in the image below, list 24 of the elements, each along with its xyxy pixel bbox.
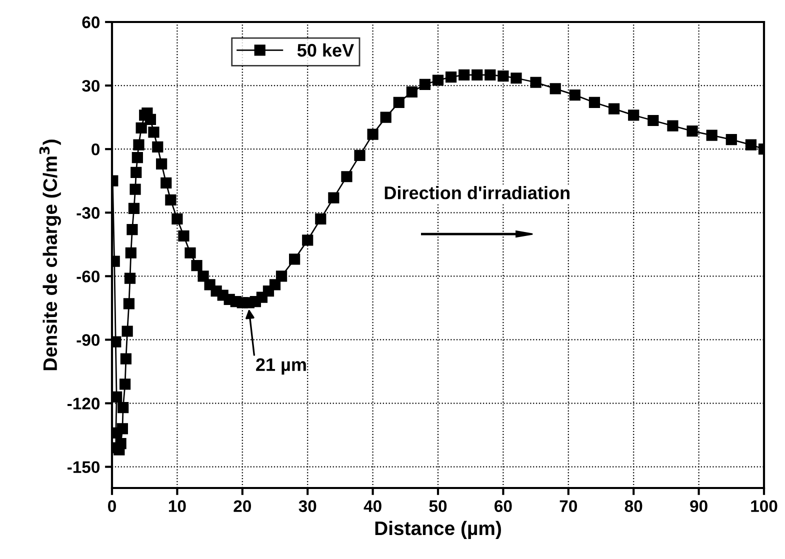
y-tick-label: -120 <box>67 398 100 410</box>
annotation: Direction d'irradiation <box>384 186 570 200</box>
x-tick-label: 70 <box>560 500 577 512</box>
y-tick-label: -150 <box>67 461 100 474</box>
x-tick-label: 0 <box>108 500 116 512</box>
y-tick-label: 0 <box>92 143 100 156</box>
x-tick-label: 80 <box>624 500 642 512</box>
legend-label: 50 keV <box>297 43 354 57</box>
annotation: 21 µm <box>256 358 306 375</box>
y-tick-label: -30 <box>76 207 100 219</box>
x-tick-label: 10 <box>168 500 186 512</box>
y-tick-label: -60 <box>76 270 100 282</box>
y-axis-title: Densite de charge (C/m$^{3}$) <box>39 140 61 370</box>
y-tick-label: 30 <box>82 80 100 92</box>
y-tick-label: -90 <box>76 334 100 346</box>
x-tick-label: 20 <box>234 500 251 512</box>
x-tick-label: 30 <box>298 500 316 512</box>
y-tick-label: 60 <box>82 16 100 28</box>
x-tick-label: 90 <box>690 500 708 512</box>
x-axis-title: Distance (µm) <box>375 520 501 540</box>
x-tick-label: 40 <box>364 500 382 512</box>
x-tick-label: 100 <box>751 500 778 512</box>
x-tick-label: 50 <box>429 500 447 512</box>
x-tick-label: 60 <box>494 500 512 512</box>
